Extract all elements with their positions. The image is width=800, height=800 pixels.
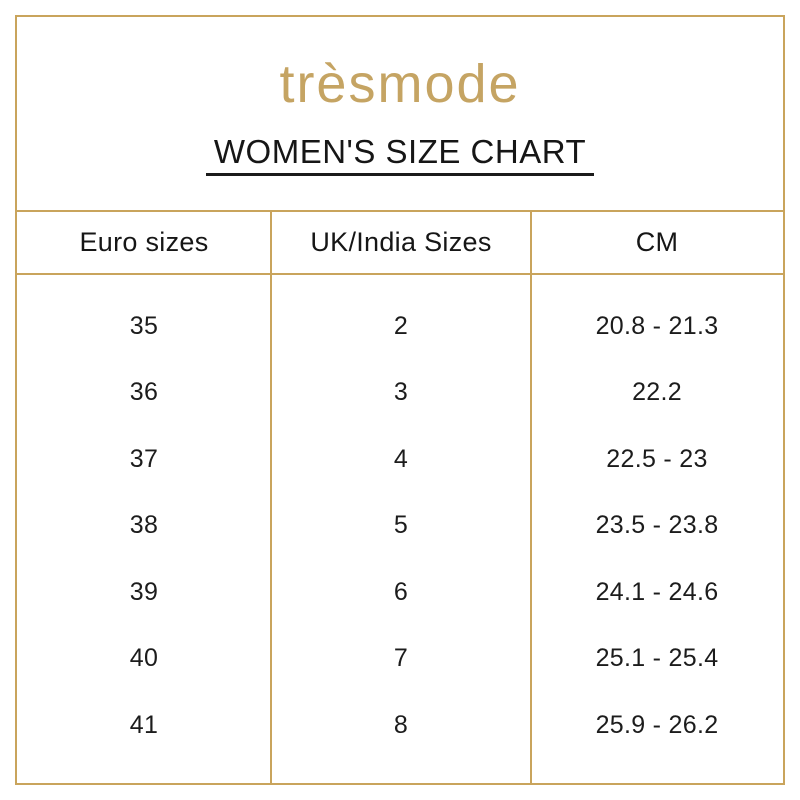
brand-area: trèsmode WOMEN'S SIZE CHART: [17, 17, 783, 210]
cm-range-value: 25.1 - 25.4: [595, 644, 719, 673]
uk-india-size-value: 7: [393, 644, 409, 673]
cm-range-value: 20.8 - 21.3: [595, 311, 719, 340]
uk-india-size-value: 5: [393, 511, 409, 540]
cm-range-value: 24.1 - 24.6: [595, 577, 719, 606]
table-row: 41 8 25.9 - 26.2: [17, 692, 783, 759]
column-header-cm: CM: [635, 227, 679, 257]
size-table: Euro sizes UK/India Sizes CM 35 2 20.8 -…: [17, 210, 783, 783]
euro-size-value: 39: [129, 577, 159, 606]
column-divider-2: [530, 212, 532, 783]
uk-india-size-value: 8: [393, 710, 409, 739]
table-row: 36 3 22.2: [17, 360, 783, 427]
table-header-row: Euro sizes UK/India Sizes CM: [17, 212, 783, 275]
table-row: 40 7 25.1 - 25.4: [17, 626, 783, 693]
uk-india-size-value: 4: [393, 444, 409, 473]
uk-india-size-value: 6: [393, 577, 409, 606]
table-row: 35 2 20.8 - 21.3: [17, 293, 783, 360]
page-title: WOMEN'S SIZE CHART: [205, 135, 595, 176]
euro-size-value: 37: [129, 444, 159, 473]
table-row: 37 4 22.5 - 23: [17, 426, 783, 493]
cm-range-value: 23.5 - 23.8: [595, 511, 719, 540]
table-row: 39 6 24.1 - 24.6: [17, 559, 783, 626]
euro-size-value: 38: [129, 511, 159, 540]
table-body: 35 2 20.8 - 21.3 36 3 22.2 37 4 22.5 - 2…: [17, 275, 783, 783]
uk-india-size-value: 2: [393, 311, 409, 340]
cm-range-value: 22.5 - 23: [606, 444, 708, 473]
cm-range-value: 22.2: [632, 378, 682, 407]
brand-logo: trèsmode: [279, 54, 521, 114]
column-header-uk-india-sizes: UK/India Sizes: [310, 227, 492, 257]
euro-size-value: 41: [129, 710, 159, 739]
chart-frame: trèsmode WOMEN'S SIZE CHART Euro sizes U…: [15, 15, 785, 785]
euro-size-value: 40: [129, 644, 159, 673]
table-row: 38 5 23.5 - 23.8: [17, 493, 783, 560]
column-header-euro-sizes: Euro sizes: [79, 227, 209, 257]
uk-india-size-value: 3: [393, 378, 409, 407]
cm-range-value: 25.9 - 26.2: [595, 710, 719, 739]
column-divider-1: [270, 212, 272, 783]
euro-size-value: 36: [129, 378, 159, 407]
euro-size-value: 35: [129, 311, 159, 340]
